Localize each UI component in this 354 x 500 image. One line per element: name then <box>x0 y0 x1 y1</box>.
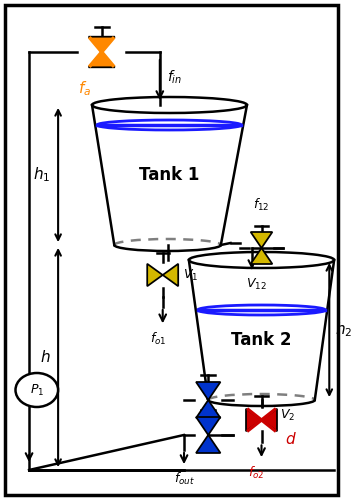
Polygon shape <box>196 400 221 418</box>
Text: $f_{12}$: $f_{12}$ <box>253 196 270 213</box>
Text: $f_{in}$: $f_{in}$ <box>167 68 182 86</box>
Text: $d$: $d$ <box>285 431 297 447</box>
Polygon shape <box>196 417 221 435</box>
Polygon shape <box>163 264 178 286</box>
FancyBboxPatch shape <box>5 5 338 495</box>
Polygon shape <box>251 248 272 264</box>
Text: $h$: $h$ <box>40 350 50 366</box>
Text: $V_1$: $V_1$ <box>183 268 198 282</box>
Polygon shape <box>88 36 115 52</box>
Polygon shape <box>196 382 221 400</box>
Text: $V$: $V$ <box>202 390 214 402</box>
Text: Tank 2: Tank 2 <box>231 331 292 349</box>
Text: $f_{out}$: $f_{out}$ <box>173 471 195 487</box>
Text: $f_{o2}$: $f_{o2}$ <box>249 465 265 481</box>
Text: $h_2$: $h_2$ <box>335 320 353 340</box>
Text: $h_1$: $h_1$ <box>33 166 50 184</box>
Text: $V_{12}$: $V_{12}$ <box>246 277 267 292</box>
Ellipse shape <box>16 373 58 407</box>
Text: $P_1$: $P_1$ <box>30 382 44 398</box>
Polygon shape <box>246 409 262 431</box>
Polygon shape <box>88 52 115 68</box>
Polygon shape <box>196 435 221 453</box>
Text: $f_a$: $f_a$ <box>78 79 91 98</box>
Text: $V_2$: $V_2$ <box>280 408 295 422</box>
Polygon shape <box>251 232 272 248</box>
Polygon shape <box>147 264 163 286</box>
Text: Tank 1: Tank 1 <box>139 166 200 184</box>
Text: $f_{o1}$: $f_{o1}$ <box>150 331 166 347</box>
Polygon shape <box>262 409 277 431</box>
